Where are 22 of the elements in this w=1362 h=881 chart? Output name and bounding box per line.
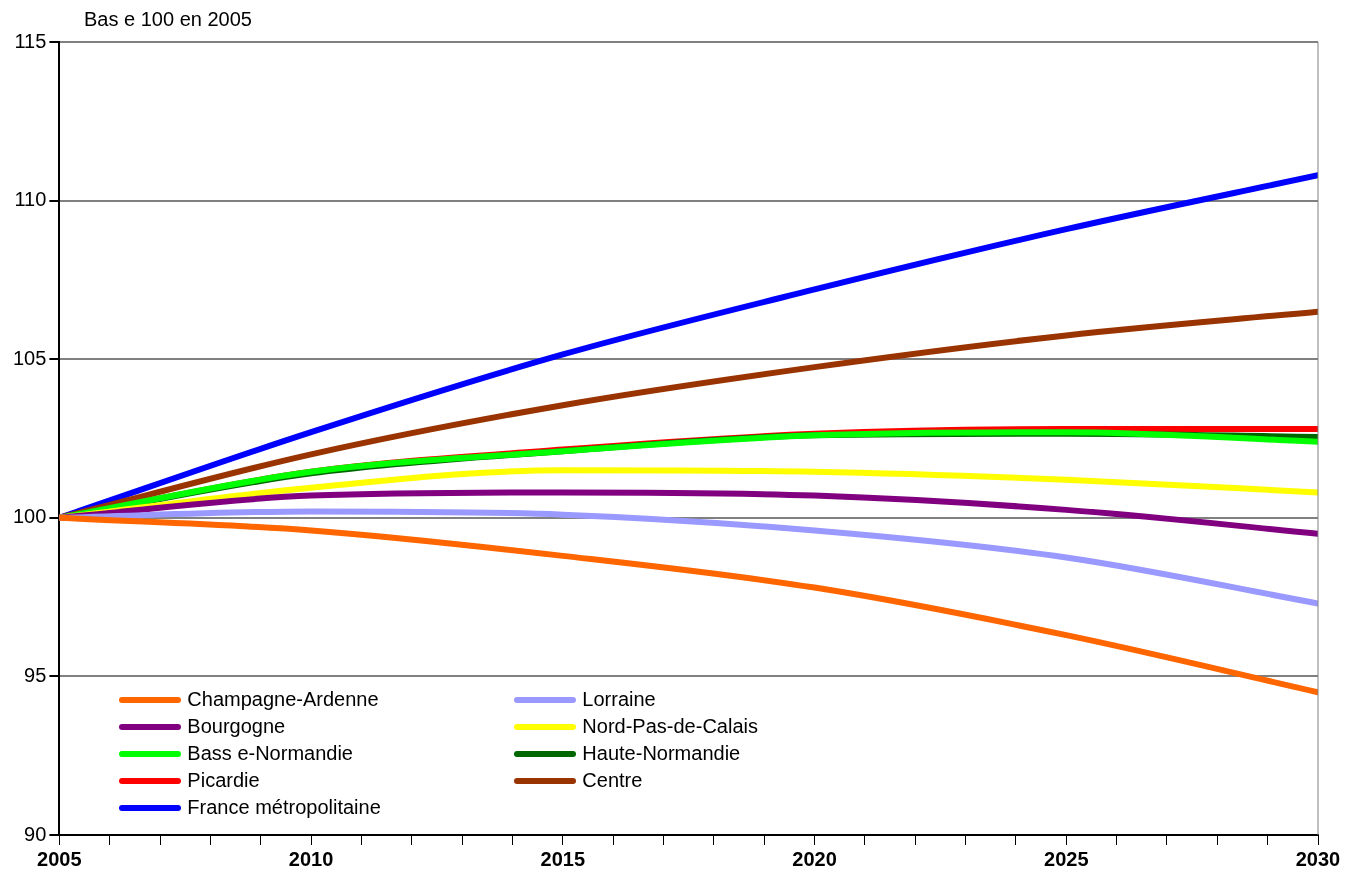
x-tick-label: 2030 xyxy=(1295,847,1341,870)
y-axis-title: Bas e 100 en 2005 xyxy=(84,8,252,31)
y-tick-label: 95 xyxy=(24,663,47,686)
legend-label: Champagne-Ardenne xyxy=(187,688,379,711)
legend-label: France métropolitaine xyxy=(187,796,381,819)
x-tick-label: 2010 xyxy=(288,847,334,870)
legend-label: Bourgogne xyxy=(187,715,286,738)
x-tick-label: 2025 xyxy=(1044,847,1089,870)
legend-label: Bass e-Normandie xyxy=(187,742,353,765)
y-tick-label: 115 xyxy=(14,29,47,52)
y-tick-label: 105 xyxy=(12,346,47,369)
legend-label: Nord-Pas-de-Calais xyxy=(582,715,758,738)
x-tick-label: 2005 xyxy=(37,847,82,870)
y-tick-label: 90 xyxy=(24,822,47,845)
legend-label: Haute-Normandie xyxy=(582,742,741,765)
x-tick-label: 2020 xyxy=(792,847,837,870)
x-tick-label: 2015 xyxy=(540,847,586,870)
legend-label: Picardie xyxy=(187,769,260,792)
legend-label: Lorraine xyxy=(582,688,656,711)
y-tick-label: 100 xyxy=(12,505,47,528)
legend-label: Centre xyxy=(582,769,643,792)
y-tick-label: 110 xyxy=(14,188,47,211)
